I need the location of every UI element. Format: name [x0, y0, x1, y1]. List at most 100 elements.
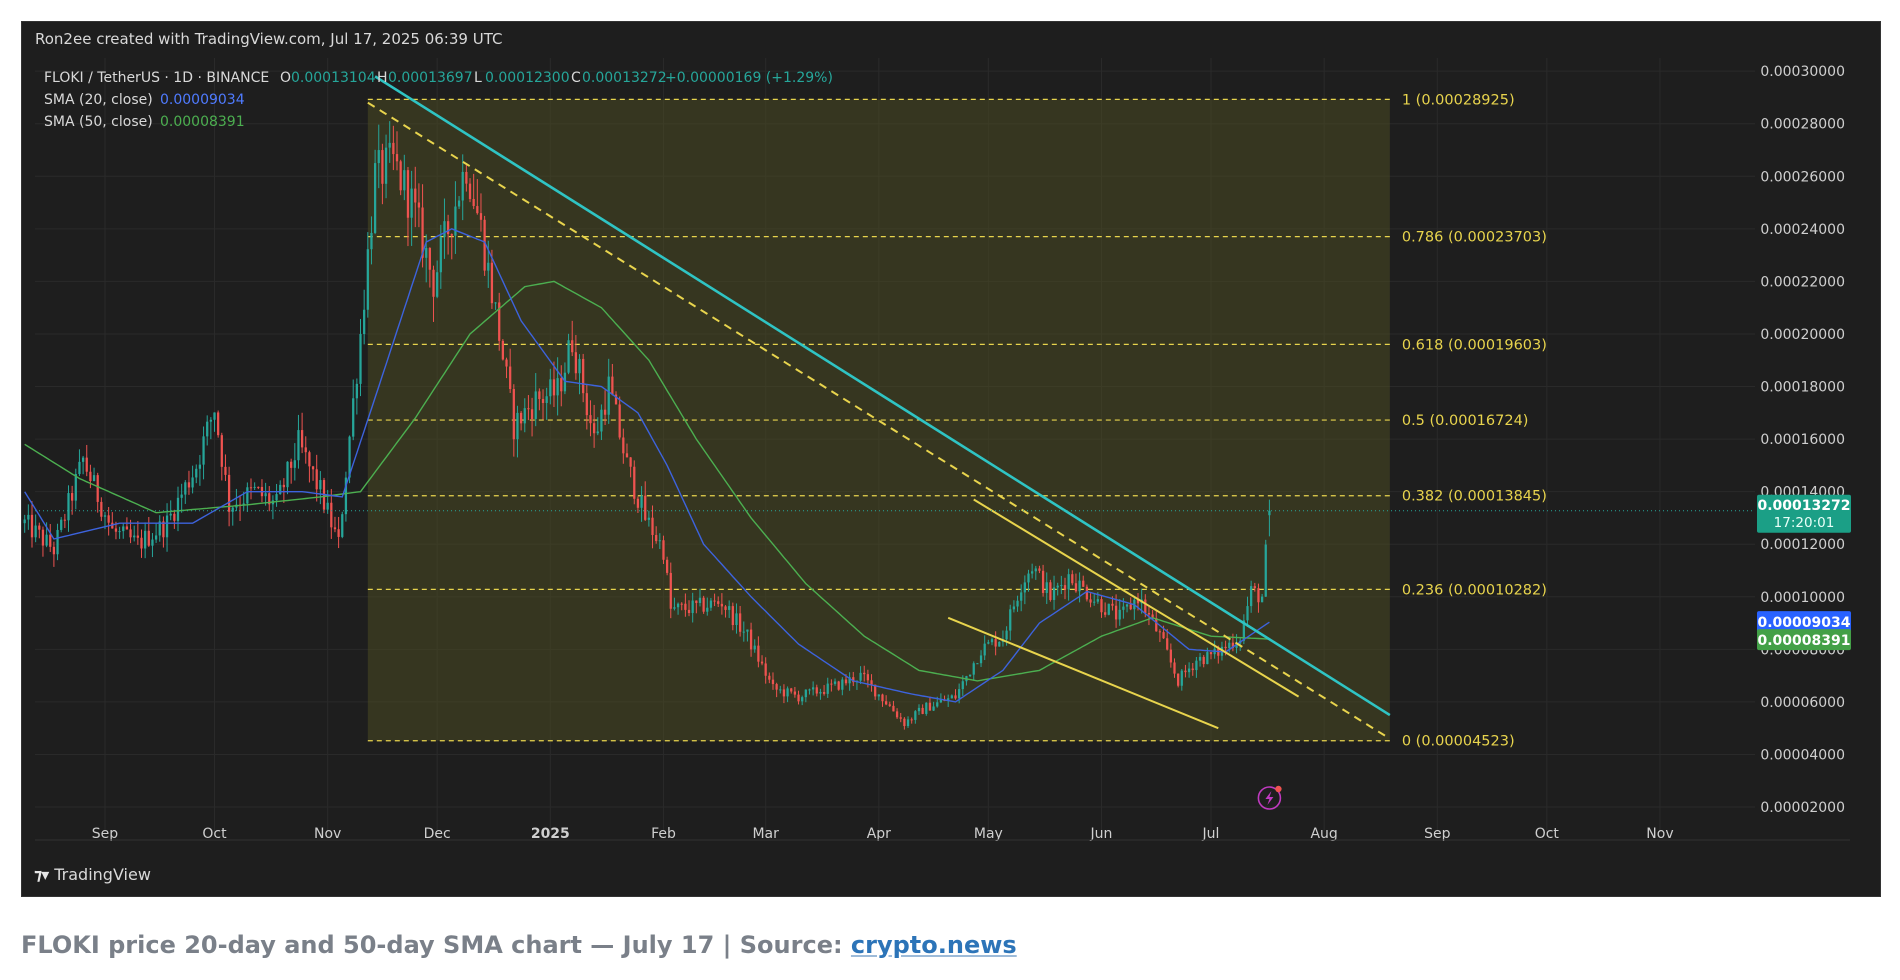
candle-body [753, 645, 756, 650]
candle-body [994, 639, 997, 647]
candle-body [1041, 570, 1045, 593]
candle-body [315, 469, 318, 490]
legend-sma50-label: SMA (50, close) [44, 114, 153, 130]
candle-body [286, 461, 289, 488]
candle-body [939, 699, 943, 703]
candle-body [465, 171, 468, 184]
candle-body [950, 695, 953, 699]
candle-body [457, 200, 461, 207]
candle-body [23, 519, 26, 524]
candle-body [1104, 612, 1107, 615]
candle-body [1151, 614, 1154, 619]
candle-body [651, 517, 654, 536]
candle-body [655, 535, 658, 542]
candle-body [728, 606, 731, 610]
source-link[interactable]: crypto.news [850, 931, 1017, 959]
x-tick-label: Mar [752, 826, 779, 842]
candle-body [917, 707, 921, 712]
candle-body [1180, 670, 1183, 686]
candle-body [658, 540, 661, 542]
candle-body [1096, 599, 1099, 602]
lightning-icon[interactable] [1257, 785, 1282, 810]
candle-body [300, 430, 304, 448]
candle-body [1093, 601, 1096, 603]
candle-body [1052, 587, 1056, 600]
candle-body [921, 707, 924, 714]
time-axis[interactable]: Sep Oct Nov Dec 2025 Feb Mar Apr May Jun Jul Aug Sep… [35, 826, 1850, 842]
candle-body [530, 409, 534, 419]
candle-body [979, 655, 983, 664]
candle-body [417, 202, 421, 208]
candle-body [1166, 638, 1169, 650]
candle-body [702, 597, 705, 612]
candle-body [180, 494, 183, 498]
candle-body [519, 412, 523, 424]
candle-body [154, 535, 158, 540]
candle-body [687, 609, 691, 613]
candle-body [501, 340, 504, 360]
candle-body [410, 188, 413, 218]
candle-body [790, 688, 793, 692]
last-price-value: 0.00013272 [1758, 498, 1851, 514]
candle-body [640, 495, 643, 508]
candle-body [738, 613, 742, 632]
candle-body [450, 234, 453, 236]
candle-body [1217, 648, 1220, 656]
candle-body [749, 629, 753, 650]
candle-body [1202, 656, 1205, 665]
candle-body [968, 674, 972, 677]
y-tick-label: 0.00018000 [1760, 380, 1845, 396]
candle-body [476, 206, 479, 214]
candle-body [147, 530, 150, 546]
price-axis[interactable]: 0.00030000 0.00028000 0.00026000 0.00024000… [1760, 64, 1845, 816]
candle-body [731, 606, 734, 626]
candle-body [1231, 642, 1235, 648]
candle-body [808, 689, 811, 691]
candle-body [928, 702, 932, 711]
candle-body [45, 534, 48, 546]
candle-body [571, 340, 574, 353]
chart-legend: FLOKI / TetherUS · 1D · BINANCE O 0.000131… [44, 70, 833, 130]
candle-body [406, 170, 410, 218]
x-tick-label: Oct [1535, 826, 1560, 842]
y-tick-label: 0.00006000 [1760, 695, 1845, 711]
candle-body [1268, 510, 1271, 516]
candle-body [516, 412, 519, 440]
sma20-tag-value: 0.00009034 [1758, 615, 1851, 631]
candle-body [85, 457, 88, 472]
candle-body [888, 704, 891, 706]
candle-body [490, 262, 494, 304]
candle-body [844, 679, 848, 684]
candle-body [377, 150, 380, 164]
candle-body [133, 535, 136, 538]
candle-body [366, 249, 369, 310]
candle-body [983, 643, 986, 656]
candle-body [691, 600, 694, 613]
candle-body [268, 493, 271, 505]
brand-label: TradingView [54, 865, 151, 884]
candle-body [290, 461, 293, 468]
sma50-tag [1757, 629, 1851, 651]
candle-body [607, 376, 610, 415]
y-tick-label: 0.00020000 [1760, 327, 1845, 343]
candle-body [852, 677, 855, 683]
candle-body [505, 359, 508, 367]
candle-body [487, 262, 490, 271]
candle-body [92, 475, 96, 481]
candle-body [118, 531, 121, 533]
candle-body [213, 412, 216, 420]
x-tick-label: 2025 [531, 826, 570, 842]
candle-body [425, 248, 428, 258]
candle-body [998, 641, 1001, 647]
candle-body [841, 679, 844, 690]
candle-body [304, 447, 307, 453]
y-tick-label: 0.00010000 [1760, 590, 1845, 606]
candle-body [165, 515, 169, 538]
candle-body [771, 679, 775, 685]
candle-body [578, 358, 581, 374]
notification-dot [1275, 785, 1282, 793]
candle-body [512, 388, 515, 440]
candle-body [848, 677, 851, 684]
